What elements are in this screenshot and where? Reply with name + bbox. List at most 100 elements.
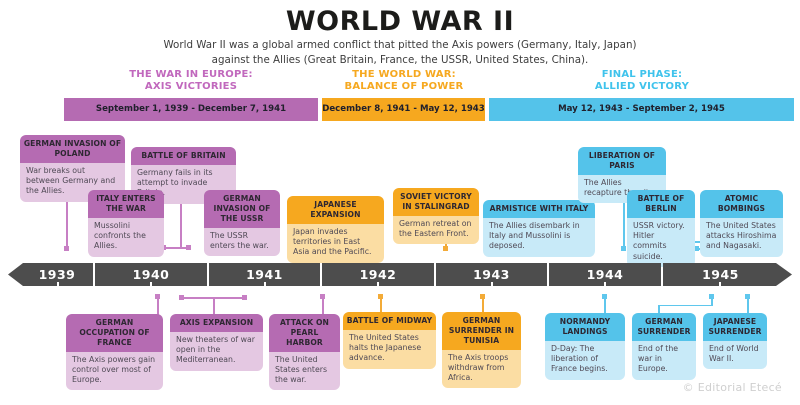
event-card-armistice-with-italy: ARMISTICE WITH ITALY The Allies disembar… — [483, 200, 595, 257]
dot — [186, 245, 191, 250]
event-title: ATTACK ON PEARL HARBOR — [269, 314, 340, 352]
section-heading-line: FINAL PHASE: — [601, 69, 683, 80]
line — [604, 297, 606, 315]
line — [66, 177, 68, 248]
timeline-segment-1941: 1941 — [209, 263, 320, 286]
timeline-segment-1943: 1943 — [436, 263, 547, 286]
timeline-year: 1943 — [473, 267, 510, 282]
timeline-year: 1940 — [132, 267, 170, 282]
event-desc: The Axis troops withdraw from Africa. — [442, 349, 521, 389]
dot — [709, 294, 714, 299]
event-title: GERMAN OCCUPATION OF FRANCE — [66, 314, 163, 352]
section-heading-line: THE WAR IN EUROPE: — [129, 69, 253, 80]
event-title: NORMANDY LANDINGS — [545, 313, 625, 341]
event-title: LIBERATION OF PARIS — [578, 147, 666, 175]
event-title: ARMISTICE WITH ITALY — [483, 200, 595, 218]
dot — [480, 294, 485, 299]
event-desc: The Allies disembark in Italy and Mussol… — [483, 217, 595, 257]
event-card-german-surrender-in-tunisia: GERMAN SURRENDER IN TUNISIA The Axis tro… — [442, 312, 521, 389]
timeline-year: 1942 — [359, 267, 397, 282]
timeline-segment-1942: 1942 — [322, 263, 434, 286]
event-title: AXIS EXPANSION — [170, 314, 263, 332]
event-title: SOVIET VICTORY IN STALINGRAD — [393, 188, 479, 216]
event-card-german-surrender: GERMAN SURRENDER End of the war in Europ… — [632, 313, 696, 380]
event-card-soviet-victory-in-stalingrad: SOVIET VICTORY IN STALINGRAD German retr… — [393, 188, 479, 245]
line — [163, 247, 189, 249]
event-title: BATTLE OF BERLIN — [627, 190, 695, 218]
dot — [242, 295, 247, 300]
event-desc: The Axis powers gain control over most o… — [66, 351, 163, 391]
event-title: ATOMIC BOMBINGS — [700, 190, 783, 218]
event-title: JAPANESE SURRENDER — [703, 313, 767, 341]
section-heading-line: AXIS VICTORIES — [144, 80, 238, 92]
event-card-axis-expansion: AXIS EXPANSION New theaters of war open … — [170, 314, 263, 371]
dot — [694, 246, 699, 251]
event-card-battle-of-midway: BATTLE OF MIDWAY The United States halts… — [343, 312, 436, 369]
event-desc: New theaters of war open in the Mediterr… — [170, 331, 263, 371]
dot — [320, 294, 325, 299]
event-card-japanese-expansion: JAPANESE EXPANSION Japan invades territo… — [287, 196, 384, 263]
timeline-year: 1941 — [246, 267, 283, 282]
section-heading-line: ALLIED VICTORY — [594, 80, 690, 92]
section-heading-line: BALANCE OF POWER — [344, 80, 464, 92]
line — [482, 297, 484, 314]
event-title: JAPANESE EXPANSION — [287, 196, 384, 224]
event-card-german-invasion-of-the-ussr: GERMAN INVASION OF THE USSR The USSR ent… — [204, 190, 280, 257]
dot — [64, 246, 69, 251]
line — [380, 297, 382, 314]
publisher-credit: © Editorial Etecé — [682, 381, 782, 394]
event-card-normandy-landings: NORMANDY LANDINGS D-Day: The liberation … — [545, 313, 625, 380]
line — [658, 304, 712, 306]
timeline-year: 1939 — [38, 267, 76, 282]
event-card-attack-on-pearl-harbor: ATTACK ON PEARL HARBOR The United States… — [269, 314, 340, 391]
timeline-year: 1945 — [702, 267, 739, 282]
dot — [179, 295, 184, 300]
line — [322, 297, 324, 316]
event-card-italy-enters-the-war: ITALY ENTERS THE WAR Mussolini confronts… — [88, 190, 164, 257]
dot — [602, 294, 607, 299]
event-card-japanese-surrender: JAPANESE SURRENDER End of World War II. — [703, 313, 767, 370]
event-card-battle-of-berlin: BATTLE OF BERLIN USSR victory. Hitler co… — [627, 190, 695, 267]
event-title: GERMAN INVASION OF POLAND — [20, 135, 125, 163]
line — [213, 297, 215, 316]
event-desc: The USSR enters the war. — [204, 227, 280, 257]
event-desc: Mussolini confronts the Allies. — [88, 217, 164, 257]
event-title: BATTLE OF MIDWAY — [343, 312, 436, 330]
event-desc: The United States enters the war. — [269, 351, 340, 391]
event-title: ITALY ENTERS THE WAR — [88, 190, 164, 218]
dot — [621, 246, 626, 251]
event-desc: End of the war in Europe. — [632, 340, 696, 380]
dot — [155, 294, 160, 299]
dot — [378, 294, 383, 299]
date-band-final-phase: May 12, 1943 - September 2, 1945 — [489, 98, 794, 121]
line — [747, 297, 749, 315]
event-desc: Japan invades territories in East Asia a… — [287, 223, 384, 263]
line — [658, 305, 660, 315]
line — [180, 180, 182, 248]
subtitle: World War II was a global armed conflict… — [163, 39, 637, 66]
section-heading-final-phase: FINAL PHASE: ALLIED VICTORY — [542, 69, 742, 92]
line — [711, 297, 713, 306]
section-heading-europe: THE WAR IN EUROPE: AXIS VICTORIES — [91, 69, 291, 92]
date-band-europe: September 1, 1939 - December 7, 1941 — [64, 98, 318, 121]
timeline-year: 1944 — [586, 267, 624, 282]
section-heading-world-war: THE WORLD WAR: BALANCE OF POWER — [304, 69, 504, 92]
page-title: WORLD WAR II — [285, 6, 515, 37]
event-card-atomic-bombings: ATOMIC BOMBINGS The United States attack… — [700, 190, 783, 257]
event-desc: USSR victory. Hitler commits suicide. — [627, 217, 695, 267]
section-heading-line: THE WORLD WAR: — [352, 69, 456, 80]
dot — [745, 294, 750, 299]
date-band-world-war: December 8, 1941 - May 12, 1943 — [322, 98, 485, 121]
timeline-segment-1940: 1940 — [95, 263, 207, 286]
dot — [443, 246, 448, 251]
event-title: GERMAN SURRENDER — [632, 313, 696, 341]
event-desc: The United States halts the Japanese adv… — [343, 329, 436, 369]
line — [157, 297, 159, 316]
event-desc: The United States attacks Hiroshima and … — [700, 217, 783, 257]
event-title: BATTLE OF BRITAIN — [131, 147, 236, 165]
timeline-segment-1939: 1939 — [8, 263, 93, 286]
event-desc: End of World War II. — [703, 340, 767, 370]
timeline-segment-1945: 1945 — [663, 263, 792, 286]
event-desc: German retreat on the Eastern Front. — [393, 215, 479, 245]
